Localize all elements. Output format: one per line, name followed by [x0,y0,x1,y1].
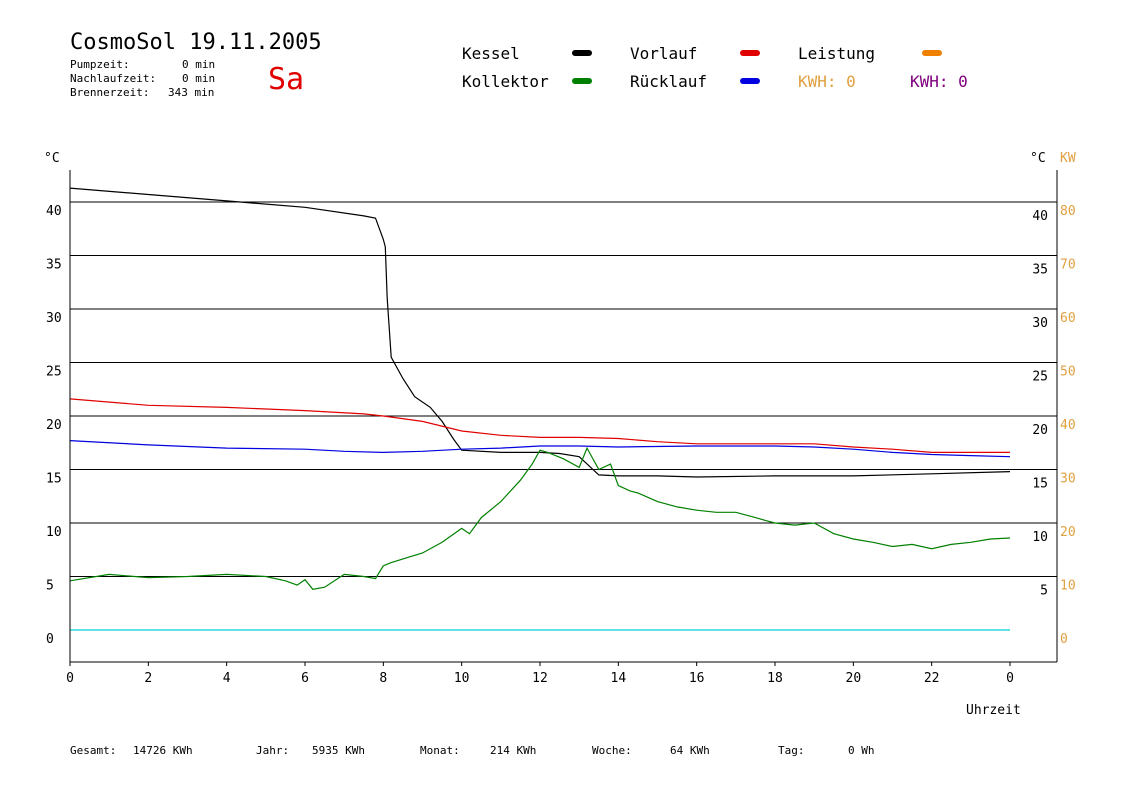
y-tick-label-kw: 0 [1060,632,1068,647]
series-vorlauf [69,398,1010,453]
legend-vorlauf: Vorlauf [630,44,698,63]
series-kollektor [69,446,1011,590]
y-tick-label-kw: 30 [1060,472,1076,487]
y-tick-label-right: 40 [1032,209,1048,224]
legend-leistung-swatch [922,50,942,56]
x-tick-label: 16 [689,671,705,686]
y-tick-label-left: 5 [46,579,54,594]
y-axis-label-right: °C [1030,151,1046,166]
y-axis-label-kw: KW [1060,151,1076,166]
x-tick-label: 14 [611,671,627,686]
weekday-label: Sa [268,62,305,97]
x-tick-label: 22 [924,671,940,686]
month-value: 214 KWh [490,744,537,757]
series-rcklauf [69,440,1011,458]
pump-time-value: 0 min [182,58,216,71]
y-tick-label-right: 30 [1032,316,1048,331]
x-tick-label: 0 [1006,671,1014,686]
legend-kollektor-swatch [572,78,592,84]
x-tick-label: 18 [767,671,783,686]
y-tick-label-right: 35 [1032,263,1048,278]
post-run-value: 0 min [182,72,216,85]
y-tick-label-left: 35 [46,258,62,273]
y-tick-label-left: 30 [46,311,62,326]
chart-grid [70,201,1057,577]
y-tick-label-kw: 20 [1060,525,1076,540]
year-label: Jahr: [256,744,290,757]
legend-ruecklauf-swatch [740,78,760,84]
day-energy-value: 0 Wh [848,744,875,757]
y-tick-label-left: 40 [46,204,62,219]
x-axis-label: Uhrzeit [966,703,1021,718]
y-tick-label-left: 20 [46,418,62,433]
legend-kwh-orange: KWH: 0 [798,72,856,91]
x-tick-label: 20 [846,671,862,686]
burner-time-value: 343 min [168,86,215,99]
y-tick-label-right: 25 [1032,370,1048,385]
y-axis-label-left: °C [44,151,60,166]
legend-kessel-swatch [572,50,592,56]
chart-title: CosmoSol 19.11.2005 [70,30,322,55]
x-tick-label: 0 [66,671,74,686]
week-label: Woche: [592,744,632,757]
post-run-label: Nachlaufzeit: [70,72,157,85]
legend-vorlauf-swatch [740,50,760,56]
y-tick-label-left: 10 [46,525,62,540]
x-tick-label: 8 [379,671,387,686]
y-tick-label-kw: 50 [1060,365,1076,380]
x-tick-label: 6 [301,671,309,686]
series-kessel [69,187,1011,478]
y-tick-label-left: 25 [46,365,62,380]
y-tick-label-right: 15 [1032,477,1048,492]
chart-series [69,187,1011,631]
y-tick-label-kw: 80 [1060,204,1076,219]
total-value: 14726 KWh [133,744,193,757]
y-tick-label-kw: 10 [1060,579,1076,594]
x-tick-label: 12 [532,671,548,686]
day-energy-label: Tag: [778,744,805,757]
x-tick-label: 10 [454,671,470,686]
x-tick-label: 2 [144,671,152,686]
y-tick-label-kw: 60 [1060,311,1076,326]
y-tick-label-left: 15 [46,472,62,487]
legend-leistung: Leistung [798,44,876,63]
month-label: Monat: [420,744,460,757]
legend-kwh-purple: KWH: 0 [910,72,968,91]
pump-time-label: Pumpzeit: [70,58,130,71]
y-tick-label-right: 20 [1032,423,1048,438]
y-tick-label-kw: 70 [1060,258,1076,273]
year-value: 5935 KWh [312,744,365,757]
legend-ruecklauf: Rücklauf [630,72,708,91]
legend-kessel: Kessel [462,44,520,63]
y-tick-label-left: 0 [46,632,54,647]
y-tick-label-right: 10 [1032,530,1048,545]
chart-axes: 0 2 4 6 8 10 12 14 16 18 20 22 0 0 5 10 15 20 25 30 35 40 5 10 1… [46,170,1076,686]
week-value: 64 KWh [670,744,710,757]
y-tick-label-kw: 40 [1060,418,1076,433]
y-tick-label-right: 5 [1040,584,1048,599]
x-tick-label: 4 [223,671,231,686]
burner-time-label: Brennerzeit: [70,86,150,99]
legend-kollektor: Kollektor [462,72,549,91]
total-label: Gesamt: [70,744,117,757]
